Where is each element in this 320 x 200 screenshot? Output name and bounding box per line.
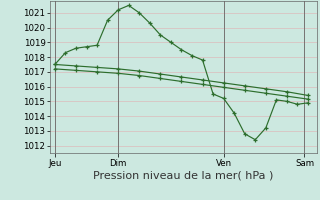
- X-axis label: Pression niveau de la mer( hPa ): Pression niveau de la mer( hPa ): [93, 170, 273, 180]
